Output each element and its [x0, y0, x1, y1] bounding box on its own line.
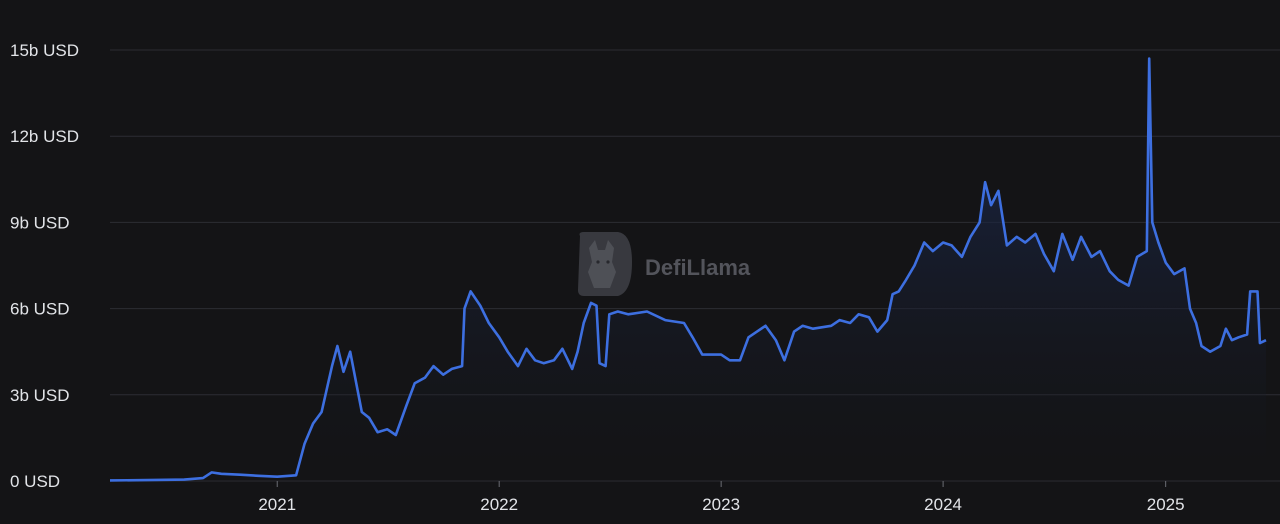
- llama-logo-icon: [578, 232, 632, 296]
- x-tick-label: 2023: [702, 495, 740, 514]
- y-axis: 0 USD 3b USD 6b USD 9b USD 12b USD 15b USD: [10, 41, 79, 491]
- x-tick-label: 2024: [924, 495, 962, 514]
- watermark: DefiLlama: [578, 232, 751, 296]
- area-fill: [110, 58, 1266, 481]
- x-tick-label: 2022: [480, 495, 518, 514]
- y-tick-label: 6b USD: [10, 300, 70, 319]
- y-tick-label: 3b USD: [10, 386, 70, 405]
- y-tick-label: 12b USD: [10, 127, 79, 146]
- x-tick-label: 2025: [1147, 495, 1185, 514]
- x-axis: 2021 2022 2023 2024 2025: [258, 481, 1185, 514]
- watermark-text: DefiLlama: [645, 255, 751, 280]
- x-tick-label: 2021: [258, 495, 296, 514]
- y-tick-label: 0 USD: [10, 472, 60, 491]
- y-tick-label: 9b USD: [10, 213, 70, 232]
- series-line: [109, 57, 1267, 482]
- y-tick-label: 15b USD: [10, 41, 79, 60]
